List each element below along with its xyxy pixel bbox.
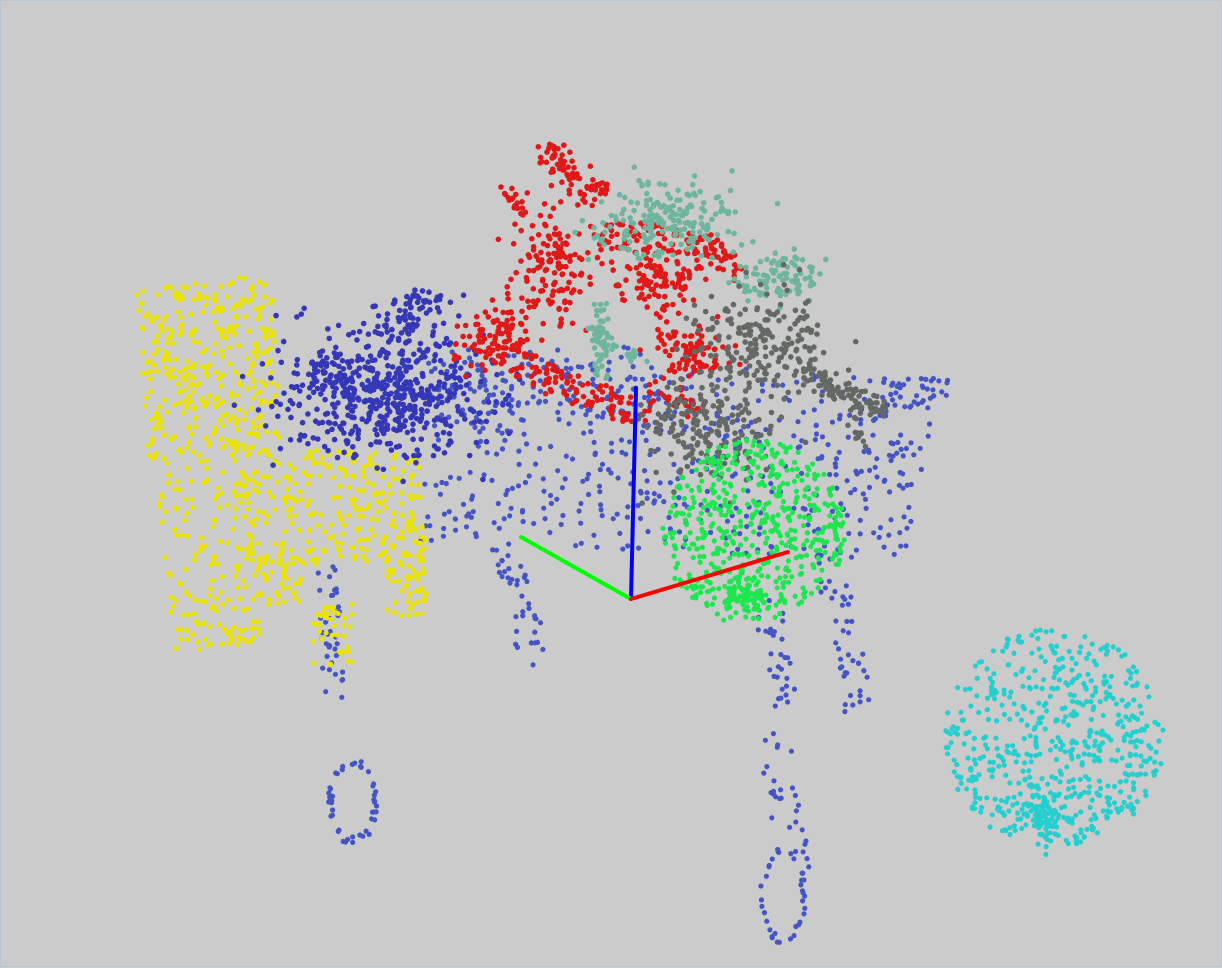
y-axis-line xyxy=(519,535,633,601)
cyan-sphere-point-cloud xyxy=(943,627,1166,858)
gray-object-point-cloud xyxy=(632,261,888,507)
x-axis-line xyxy=(629,550,790,601)
z-axis-line xyxy=(629,386,638,601)
table-point-cloud xyxy=(315,344,951,945)
chair-point-cloud xyxy=(134,275,429,667)
coordinate-axes xyxy=(519,386,790,601)
plant-point-cloud xyxy=(451,141,745,425)
stuffed-toy-point-cloud xyxy=(231,287,523,485)
green-sphere-point-cloud xyxy=(660,437,847,623)
teal-object-point-cloud xyxy=(572,164,829,382)
